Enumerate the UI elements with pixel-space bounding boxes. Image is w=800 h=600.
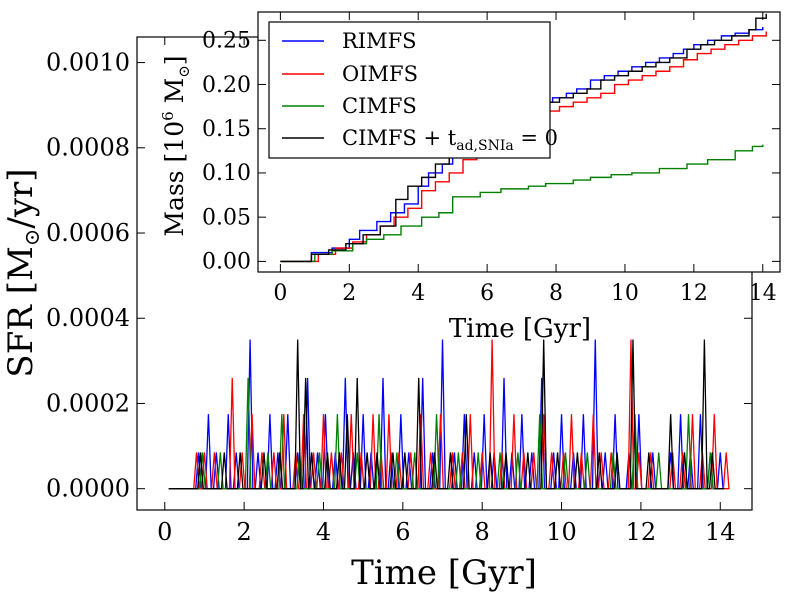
- legend-label-cimfs-tad: CIMFS + tad,SNIa = 0: [342, 126, 558, 154]
- legend-label-rimfs: RIMFS: [342, 29, 417, 53]
- sfr-x-tick-label: 6: [395, 518, 410, 546]
- sfr-y-tick-label: 0.0002: [46, 389, 130, 417]
- sfr-series-group: [168, 339, 730, 490]
- mass-y-tick-label: 0.20: [202, 73, 251, 98]
- mass-x-tick-label: 2: [342, 281, 356, 306]
- mass-y-tick-label: 0.10: [202, 161, 251, 186]
- sfr-x-ticks: 0 2 4 6 8 10 12 14: [157, 37, 736, 546]
- mass-series-cimfs: [280, 144, 764, 263]
- sfr-series-cimfs-t-ad-snia-0: [168, 339, 725, 490]
- mass-y-tick-label: 0.05: [202, 205, 251, 230]
- mass-y-tick-label: 0.15: [202, 117, 251, 142]
- sfr-x-axis-title: Time [Gyr]: [351, 553, 537, 593]
- sfr-x-tick-label: 8: [475, 518, 490, 546]
- sfr-y-tick-label: 0.0004: [46, 304, 130, 332]
- mass-x-tick-label: 0: [273, 281, 287, 306]
- legend-entry-oimfs: OIMFS: [282, 62, 418, 86]
- sfr-x-tick-label: 4: [316, 518, 331, 546]
- sfr-x-tick-label: 2: [236, 518, 251, 546]
- sfr-x-tick-label: 14: [705, 518, 736, 546]
- legend: RIMFS OIMFS CIMFS CIMFS + tad,SNIa = 0: [268, 21, 558, 159]
- mass-plot-area: [257, 11, 781, 273]
- mass-y-tick-label: 0.00: [202, 250, 251, 275]
- mass-x-axis-title: Time [Gyr]: [449, 314, 591, 344]
- mass-y-tick-label: 0.25: [202, 29, 251, 54]
- mass-y-ticks: 0.00 0.05 0.10 0.15 0.20 0.25: [202, 29, 780, 275]
- legend-entry-cimfs: CIMFS: [282, 94, 417, 118]
- sfr-y-axis-title: SFR [M⊙/yr]: [1, 168, 44, 377]
- legend-label-cimfs: CIMFS: [342, 94, 417, 118]
- mass-x-tick-label: 10: [611, 281, 639, 306]
- mass-x-tick-label: 4: [411, 281, 425, 306]
- mass-x-tick-label: 6: [480, 281, 494, 306]
- sfr-y-tick-label: 0.0010: [46, 48, 130, 76]
- mass-x-ticks: 0 2 4 6 8 10 12 14: [273, 12, 777, 306]
- mass-y-axis-title: Mass [106 M⊙]: [159, 55, 193, 236]
- sfr-y-tick-label: 0.0000: [46, 475, 130, 503]
- mass-inset-panel: 0 2 4 6 8 10 12 14 0.00 0.05 0.10 0.15 0.20 0.25 Tim…: [159, 11, 781, 344]
- sfr-x-tick-label: 12: [626, 518, 657, 546]
- sfr-x-tick-label: 0: [157, 518, 172, 546]
- legend-entry-cimfs-tad: CIMFS + tad,SNIa = 0: [282, 126, 558, 154]
- mass-x-tick-label: 12: [680, 281, 708, 306]
- legend-entry-rimfs: RIMFS: [282, 29, 417, 53]
- mass-x-tick-label: 14: [749, 281, 777, 306]
- sfr-y-tick-label: 0.0008: [46, 134, 130, 162]
- legend-box: [268, 21, 551, 159]
- mass-x-tick-label: 8: [549, 281, 563, 306]
- sfr-x-tick-label: 10: [546, 518, 577, 546]
- sfr-y-tick-label: 0.0006: [46, 219, 130, 247]
- legend-label-oimfs: OIMFS: [342, 62, 418, 86]
